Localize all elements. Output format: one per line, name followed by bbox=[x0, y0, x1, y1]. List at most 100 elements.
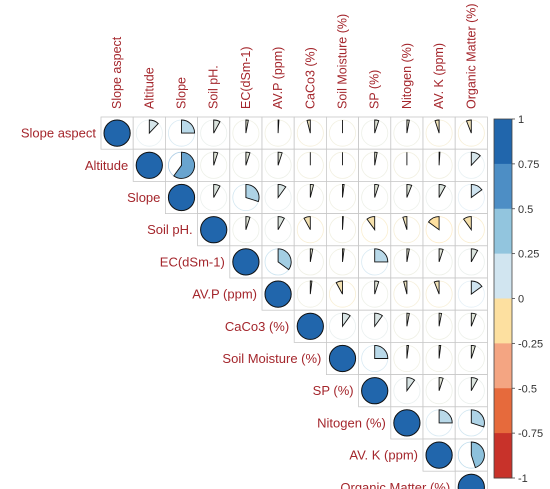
pie-slice bbox=[470, 280, 483, 295]
pie-slice bbox=[374, 183, 380, 198]
pie-slice bbox=[277, 183, 287, 199]
pie-slice bbox=[309, 248, 314, 262]
row-label-ec-dsm-1: EC(dSm-1) bbox=[160, 254, 225, 269]
row-label-slope-aspect: Slope aspect bbox=[21, 126, 97, 141]
colorbar-segment bbox=[494, 119, 512, 165]
pie-slice bbox=[135, 151, 163, 179]
row-label-av-k-ppm: AV. K (ppm) bbox=[349, 448, 418, 463]
pie-slice bbox=[342, 248, 345, 262]
column-label-organic-matter: Organic Matter (%) bbox=[464, 3, 478, 109]
pie-slice bbox=[406, 377, 416, 393]
pie-slice bbox=[433, 280, 440, 295]
column-label-altitude: Altitude bbox=[142, 67, 156, 109]
row-label-slope: Slope bbox=[127, 190, 160, 205]
colorbar-tick-label: 0.5 bbox=[518, 204, 533, 216]
column-label-av-p-ppm: AV.P (ppm) bbox=[271, 47, 285, 109]
pie-slice bbox=[309, 280, 313, 295]
pie-slice bbox=[438, 248, 444, 263]
pie-slice bbox=[374, 248, 389, 263]
pie-slice bbox=[277, 151, 283, 166]
pie-slice bbox=[342, 312, 351, 328]
pie-slice bbox=[438, 377, 444, 391]
pie-slice bbox=[374, 151, 378, 166]
row-label-soil-moisture: Soil Moisture (%) bbox=[222, 351, 321, 366]
colorbar-segment bbox=[494, 343, 512, 389]
pie-slice bbox=[306, 119, 311, 134]
pie-slice bbox=[374, 119, 380, 134]
row-label-sp: SP (%) bbox=[313, 383, 354, 398]
colorbar-segment bbox=[494, 298, 512, 344]
pie-slice bbox=[245, 151, 251, 166]
row-label-organic-matter: Organic Matter (%) bbox=[340, 480, 450, 489]
pie-slice bbox=[427, 216, 440, 231]
pie-slice bbox=[438, 312, 443, 327]
column-label-slope: Slope bbox=[175, 77, 189, 109]
pie-slice bbox=[403, 280, 408, 295]
pie-slice bbox=[264, 280, 292, 308]
colorbar-tick-label: -1 bbox=[518, 473, 528, 485]
pie-slice bbox=[470, 183, 483, 199]
column-label-caco3: CaCo3 (%) bbox=[303, 47, 317, 109]
pie-slice bbox=[173, 151, 196, 179]
colorbar-segment bbox=[494, 433, 512, 479]
colorbar-tick-label: 0.75 bbox=[518, 159, 539, 171]
pie-slice bbox=[470, 441, 485, 469]
pie-slice bbox=[470, 151, 481, 167]
pie-slice bbox=[181, 119, 196, 134]
pie-slice bbox=[402, 216, 408, 230]
pie-slice bbox=[406, 183, 413, 198]
pie-slice bbox=[103, 119, 131, 147]
colorbar-tick-label: 0 bbox=[518, 294, 524, 306]
pie-slice bbox=[406, 248, 410, 262]
pie-slice bbox=[374, 344, 389, 359]
pie-slice bbox=[148, 119, 159, 135]
pie-slice bbox=[245, 119, 249, 134]
column-label-nitogen: Nitogen (%) bbox=[400, 43, 414, 109]
pie-slice bbox=[245, 183, 260, 203]
column-label-soil-moisture: Soil Moisture (%) bbox=[336, 14, 350, 109]
pie-slice bbox=[232, 248, 260, 276]
pie-slice bbox=[361, 377, 389, 405]
pie-slice bbox=[406, 312, 410, 327]
pie-slice bbox=[470, 248, 479, 263]
column-label-soil-ph: Soil pH. bbox=[207, 65, 221, 109]
pie-slice bbox=[465, 119, 472, 134]
pie-slice bbox=[406, 344, 410, 359]
row-label-caco3: CaCo3 (%) bbox=[225, 319, 289, 334]
colorbar-tick-label: -0.25 bbox=[518, 338, 543, 350]
colorbar-segment bbox=[494, 388, 512, 434]
pie-slice bbox=[200, 216, 228, 244]
row-label-nitogen: Nitogen (%) bbox=[317, 415, 386, 430]
pie-slice bbox=[167, 183, 196, 212]
pie-slice bbox=[335, 280, 343, 295]
pie-slice bbox=[457, 473, 485, 489]
pie-slice bbox=[470, 344, 476, 359]
pie-slice bbox=[277, 119, 280, 134]
pie-slice bbox=[434, 119, 440, 134]
pie-slice bbox=[309, 183, 315, 198]
pie-slice bbox=[470, 377, 479, 391]
pie-slice bbox=[438, 151, 441, 166]
colorbar-segment bbox=[494, 253, 512, 299]
pie-slice bbox=[342, 183, 345, 198]
pie-slice bbox=[277, 248, 292, 271]
colorbar-tick-label: 1 bbox=[518, 114, 524, 126]
pie-slice bbox=[425, 441, 453, 469]
pie-slice bbox=[470, 312, 477, 327]
pie-slice bbox=[438, 183, 447, 198]
pie-slice bbox=[406, 119, 410, 134]
colorbar-segment bbox=[494, 163, 512, 210]
pie-slice bbox=[374, 312, 384, 328]
pie-slice bbox=[213, 183, 221, 198]
pie-slice bbox=[374, 280, 380, 295]
pie-slice bbox=[438, 409, 453, 424]
pie-slice bbox=[328, 344, 357, 373]
column-label-ec-dsm-1: EC(dSm-1) bbox=[239, 46, 253, 109]
pie-slice bbox=[393, 409, 421, 437]
colorbar-tick-label: -0.75 bbox=[518, 428, 543, 440]
colorbar-tick-label: -0.5 bbox=[518, 383, 537, 395]
pie-slice bbox=[470, 409, 485, 428]
row-label-altitude: Altitude bbox=[85, 158, 128, 173]
pie-slice bbox=[438, 344, 442, 359]
